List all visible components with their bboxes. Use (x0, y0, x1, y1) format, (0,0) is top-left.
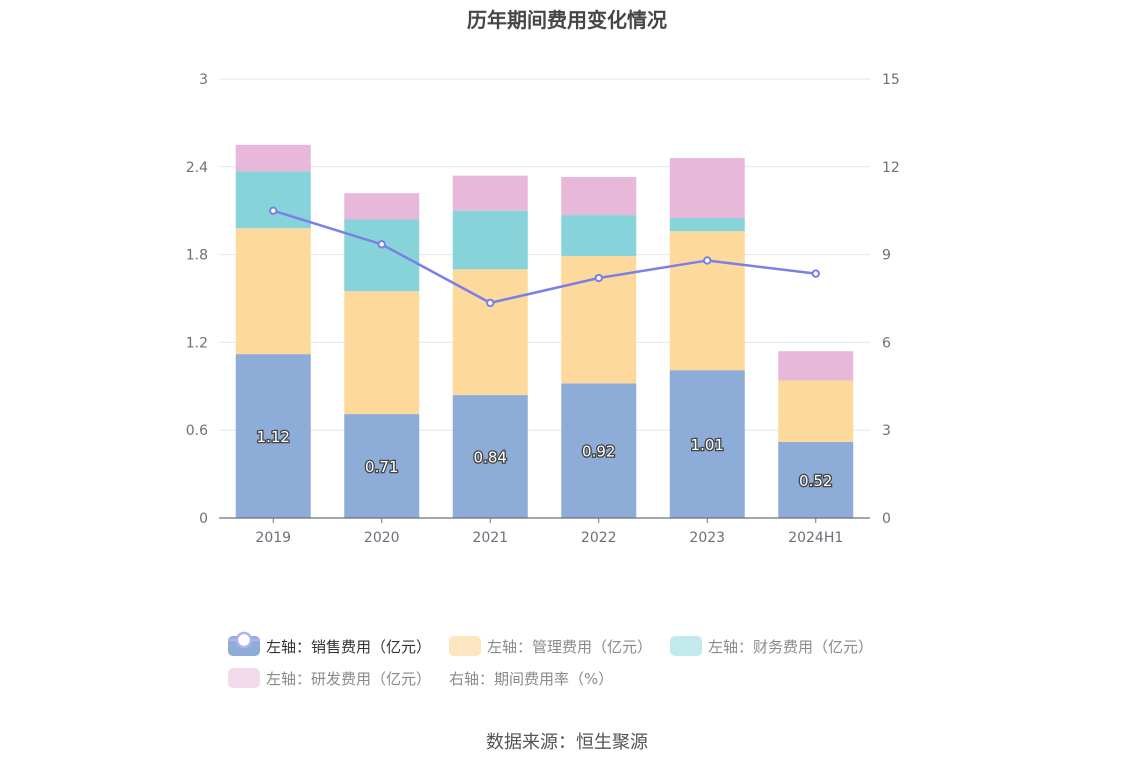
axes: 0 0 0.6 3 1.2 6 1.8 9 2.4 12 3 15 2019 2020 2021 2022 20… (186, 72, 900, 546)
x-axis-tick-label: 2021 (472, 530, 508, 546)
ratio-line-point (486, 298, 495, 308)
legend-label: 左轴：管理费用（亿元） (487, 637, 653, 656)
left-axis-tick-label: 1.2 (186, 335, 208, 351)
source-note: 数据来源：恒生聚源 (486, 732, 648, 753)
legend-label: 左轴：研发费用（亿元） (266, 669, 432, 688)
legend: 左轴：销售费用（亿元） 左轴：管理费用（亿元） 左轴：财务费用（亿元） 左轴：研发费… (228, 630, 928, 694)
right-axis-tick-label: 15 (882, 72, 900, 88)
x-axis-tick-label: 2022 (581, 530, 617, 546)
left-axis-tick-label: 2.4 (186, 160, 208, 176)
bar-segment-1 (561, 383, 637, 518)
chart-area: 1.12 0.71 0.84 0.92 1.01 0.52 0 0 0.6 3 1.2 6 1.8 9 2… (186, 72, 900, 546)
legend-item[interactable]: 左轴：研发费用（亿元） (228, 668, 431, 689)
bar-segment-1 (344, 414, 420, 518)
ratio-line-point (377, 240, 386, 249)
bar-labels: 1.12 0.71 0.84 0.92 1.01 0.52 (255, 427, 834, 491)
legend-item[interactable]: 左轴：管理费用（亿元） (449, 636, 652, 657)
bar-data-label: 1.01 (691, 436, 724, 454)
bar-segment-4 (452, 175, 528, 211)
bar-segment-1 (778, 441, 854, 518)
bar-data-label: 0.84 (474, 449, 507, 467)
ratio-line (269, 206, 820, 308)
legend-item[interactable]: 左轴：财务费用（亿元） (670, 636, 873, 657)
x-axis-tick-label: 2020 (364, 530, 400, 546)
legend-swatch (449, 636, 482, 656)
legend-swatch (670, 636, 703, 656)
bar-segment-3 (561, 215, 637, 257)
legend-label: 左轴：销售费用（亿元） (266, 637, 432, 656)
legend-label: 右轴：期间费用率（%） (449, 669, 614, 688)
bar-segment-1 (669, 370, 745, 518)
x-axis-tick-label: 2024H1 (788, 530, 843, 546)
x-axis-tick-label: 2019 (255, 530, 291, 546)
grid-lines (219, 78, 870, 431)
legend-swatch (228, 668, 260, 688)
bar-segment-4 (344, 193, 420, 220)
right-axis-tick-label: 12 (882, 160, 900, 176)
bar-segment-3 (452, 210, 528, 270)
left-axis-tick-label: 1.8 (186, 248, 208, 264)
right-axis-tick-label: 9 (882, 248, 891, 264)
bar-segment-3 (669, 218, 745, 232)
ratio-line-point (269, 206, 278, 215)
bar-data-label: 0.92 (582, 443, 615, 461)
ratio-line-path (272, 209, 816, 305)
bar-segment-4 (561, 177, 637, 216)
right-axis-tick-label: 0 (882, 511, 891, 527)
left-axis-tick-label: 0 (199, 511, 208, 527)
bar-segment-4 (778, 351, 854, 381)
left-axis-tick-label: 3 (199, 72, 208, 88)
bar-segment-1 (452, 395, 528, 518)
x-axis-tick-label: 2023 (689, 530, 725, 546)
bar-segment-2 (669, 231, 745, 371)
legend-line-icon (228, 631, 260, 649)
ratio-line-point (703, 256, 712, 265)
right-axis-tick-label: 6 (882, 335, 891, 351)
ratio-line-point (594, 273, 603, 283)
left-axis-tick-label: 0.6 (186, 423, 208, 439)
bar-segment-1 (235, 354, 311, 518)
ratio-line-point (811, 269, 820, 278)
bar-data-label: 0.52 (799, 472, 832, 490)
chart-title: 历年期间费用变化情况 (467, 8, 667, 32)
legend-label: 左轴：财务费用（亿元） (708, 637, 874, 656)
right-axis-tick-label: 3 (882, 423, 891, 439)
bar-segment-2 (235, 228, 311, 355)
bar-segment-2 (344, 291, 420, 415)
legend-item[interactable]: 右轴：期间费用率（%） (228, 631, 614, 689)
bars (235, 144, 854, 518)
bar-segment-4 (235, 144, 311, 172)
bar-data-label: 0.71 (365, 458, 398, 476)
bar-segment-3 (344, 219, 420, 292)
bar-segment-4 (669, 158, 745, 219)
bar-data-label: 1.12 (257, 428, 290, 446)
bar-segment-2 (778, 380, 854, 442)
legend-line-marker (235, 631, 253, 649)
